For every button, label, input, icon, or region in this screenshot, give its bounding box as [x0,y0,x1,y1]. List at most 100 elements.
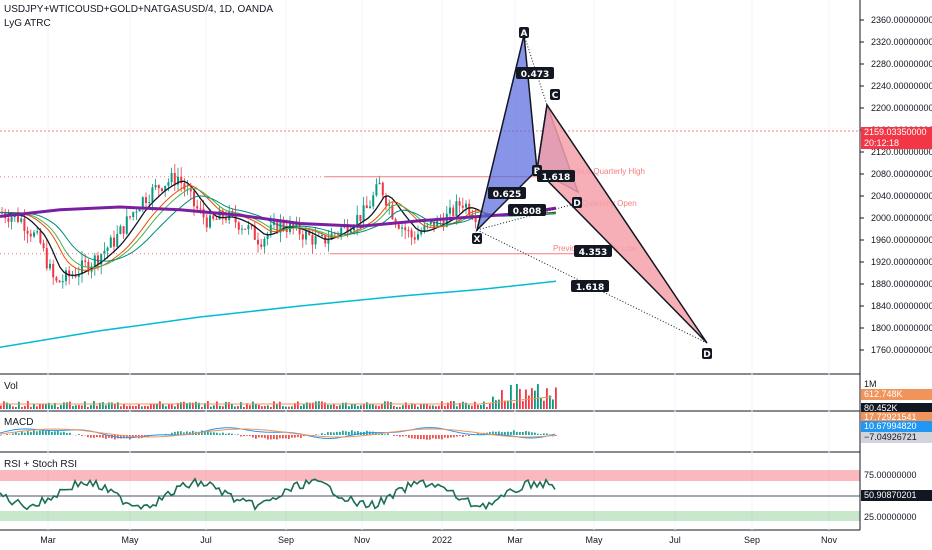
macd-histogram-bar [81,435,83,436]
candle [122,226,125,239]
macd-histogram-bar [51,431,53,435]
macd-histogram-bar [420,435,422,440]
pattern-point-bg [550,89,560,100]
macd-histogram-bar [237,434,239,435]
macd-histogram-bar [180,431,182,435]
volume-pane[interactable] [0,384,557,409]
candle-body [49,263,51,269]
candle [42,239,45,252]
candle [77,266,80,286]
macd-histogram-bar [408,435,410,438]
candle [401,224,403,237]
candle [90,262,93,279]
candle-body [407,230,410,232]
candle [461,197,464,214]
volume-bar [75,405,77,409]
rsi-pane[interactable] [0,470,860,521]
candle [132,211,135,221]
macd-histogram-bar [219,433,221,435]
pattern-ratio: 1.618 [537,170,575,183]
macd-histogram-bar [540,434,542,435]
candle-body [45,248,48,269]
indicator-legend: LyG ATRC [4,18,51,29]
volume-bar [123,404,125,409]
candle [100,253,103,275]
macd-histogram-bar [78,434,80,435]
candle-body [410,230,413,238]
macd-histogram-bar [504,431,506,435]
macd-histogram-bar [27,431,29,435]
volume-bar [204,403,206,409]
candle-body [458,201,461,206]
macd-signal-line [0,428,556,438]
macd-histogram-bar [441,435,443,440]
vol-label: Vol [4,381,18,392]
y-tick-label: 1800.00000000 [871,323,932,333]
candle-body [212,215,215,219]
volume-bar [345,402,347,409]
volume-bar [387,401,389,409]
volume-bar [57,406,59,409]
candle-body [26,230,29,234]
candle-body [295,222,298,228]
candle [468,199,471,219]
time-axis[interactable]: Mar May Jul Sep Nov 2022 Mar May Jul Sep Nov [40,535,837,545]
candle-body [189,189,192,192]
candle-body [362,205,365,222]
candle-body [455,201,458,217]
volume-bar [48,402,50,409]
macd-histogram-bar [543,433,545,435]
macd-pane[interactable] [0,427,557,440]
volume-bar [132,406,134,409]
volume-bar [348,406,350,409]
rsi-overbought-band [0,470,860,481]
volume-bar [102,402,104,409]
macd-histogram-bar [411,435,413,439]
macd-histogram-bar [510,431,512,435]
volume-bar [396,406,398,409]
pattern-ratio-bg [508,204,546,216]
macd-histogram-bar [0,435,2,436]
y-tick-label: 1880.00000000 [871,279,932,289]
volume-bar [96,405,98,409]
candle-body [269,224,272,234]
candle [417,225,419,241]
candle-body [452,207,455,217]
vol-tag-current: 80.452K [861,403,932,414]
macd-histogram-bar [93,435,95,438]
volume-bar [465,402,467,409]
volume-bar [447,402,449,409]
macd-histogram-bar [456,435,458,437]
pattern-ratio-bg [574,245,612,257]
candle-body [420,231,423,235]
y-tick-label: 2120.00000000 [871,147,932,157]
price-axis[interactable]: 2360.00000000 2320.00000000 2280.00000000 2… [859,0,932,550]
candle [260,239,263,250]
volume-bar [390,402,392,409]
candle-body [122,226,125,234]
volume-bar [222,406,224,409]
volume-bar [474,401,476,409]
volume-bar [228,402,230,409]
macd-histogram-bar [216,432,218,435]
candle-body [151,187,154,203]
candle [337,231,339,240]
rsi-oversold-band [0,511,860,521]
candle [362,196,365,229]
candle-body [391,204,394,220]
candle [109,234,112,248]
volume-bar [276,404,278,409]
volume-bar [543,400,545,409]
macd-tag-signal: 17.72921541 [861,412,932,423]
price-pane[interactable]: Previous Quarterly HighQuarterly OpenPre… [0,130,860,349]
volume-bar [267,405,269,409]
candle-body [215,218,218,220]
volume-bar [78,404,80,409]
macd-histogram-bar [24,432,26,435]
pattern-point-bg [572,197,582,208]
volume-bar [177,403,179,409]
volume-bar [174,406,176,409]
rsi-tag: 50.90870201 [861,490,932,501]
